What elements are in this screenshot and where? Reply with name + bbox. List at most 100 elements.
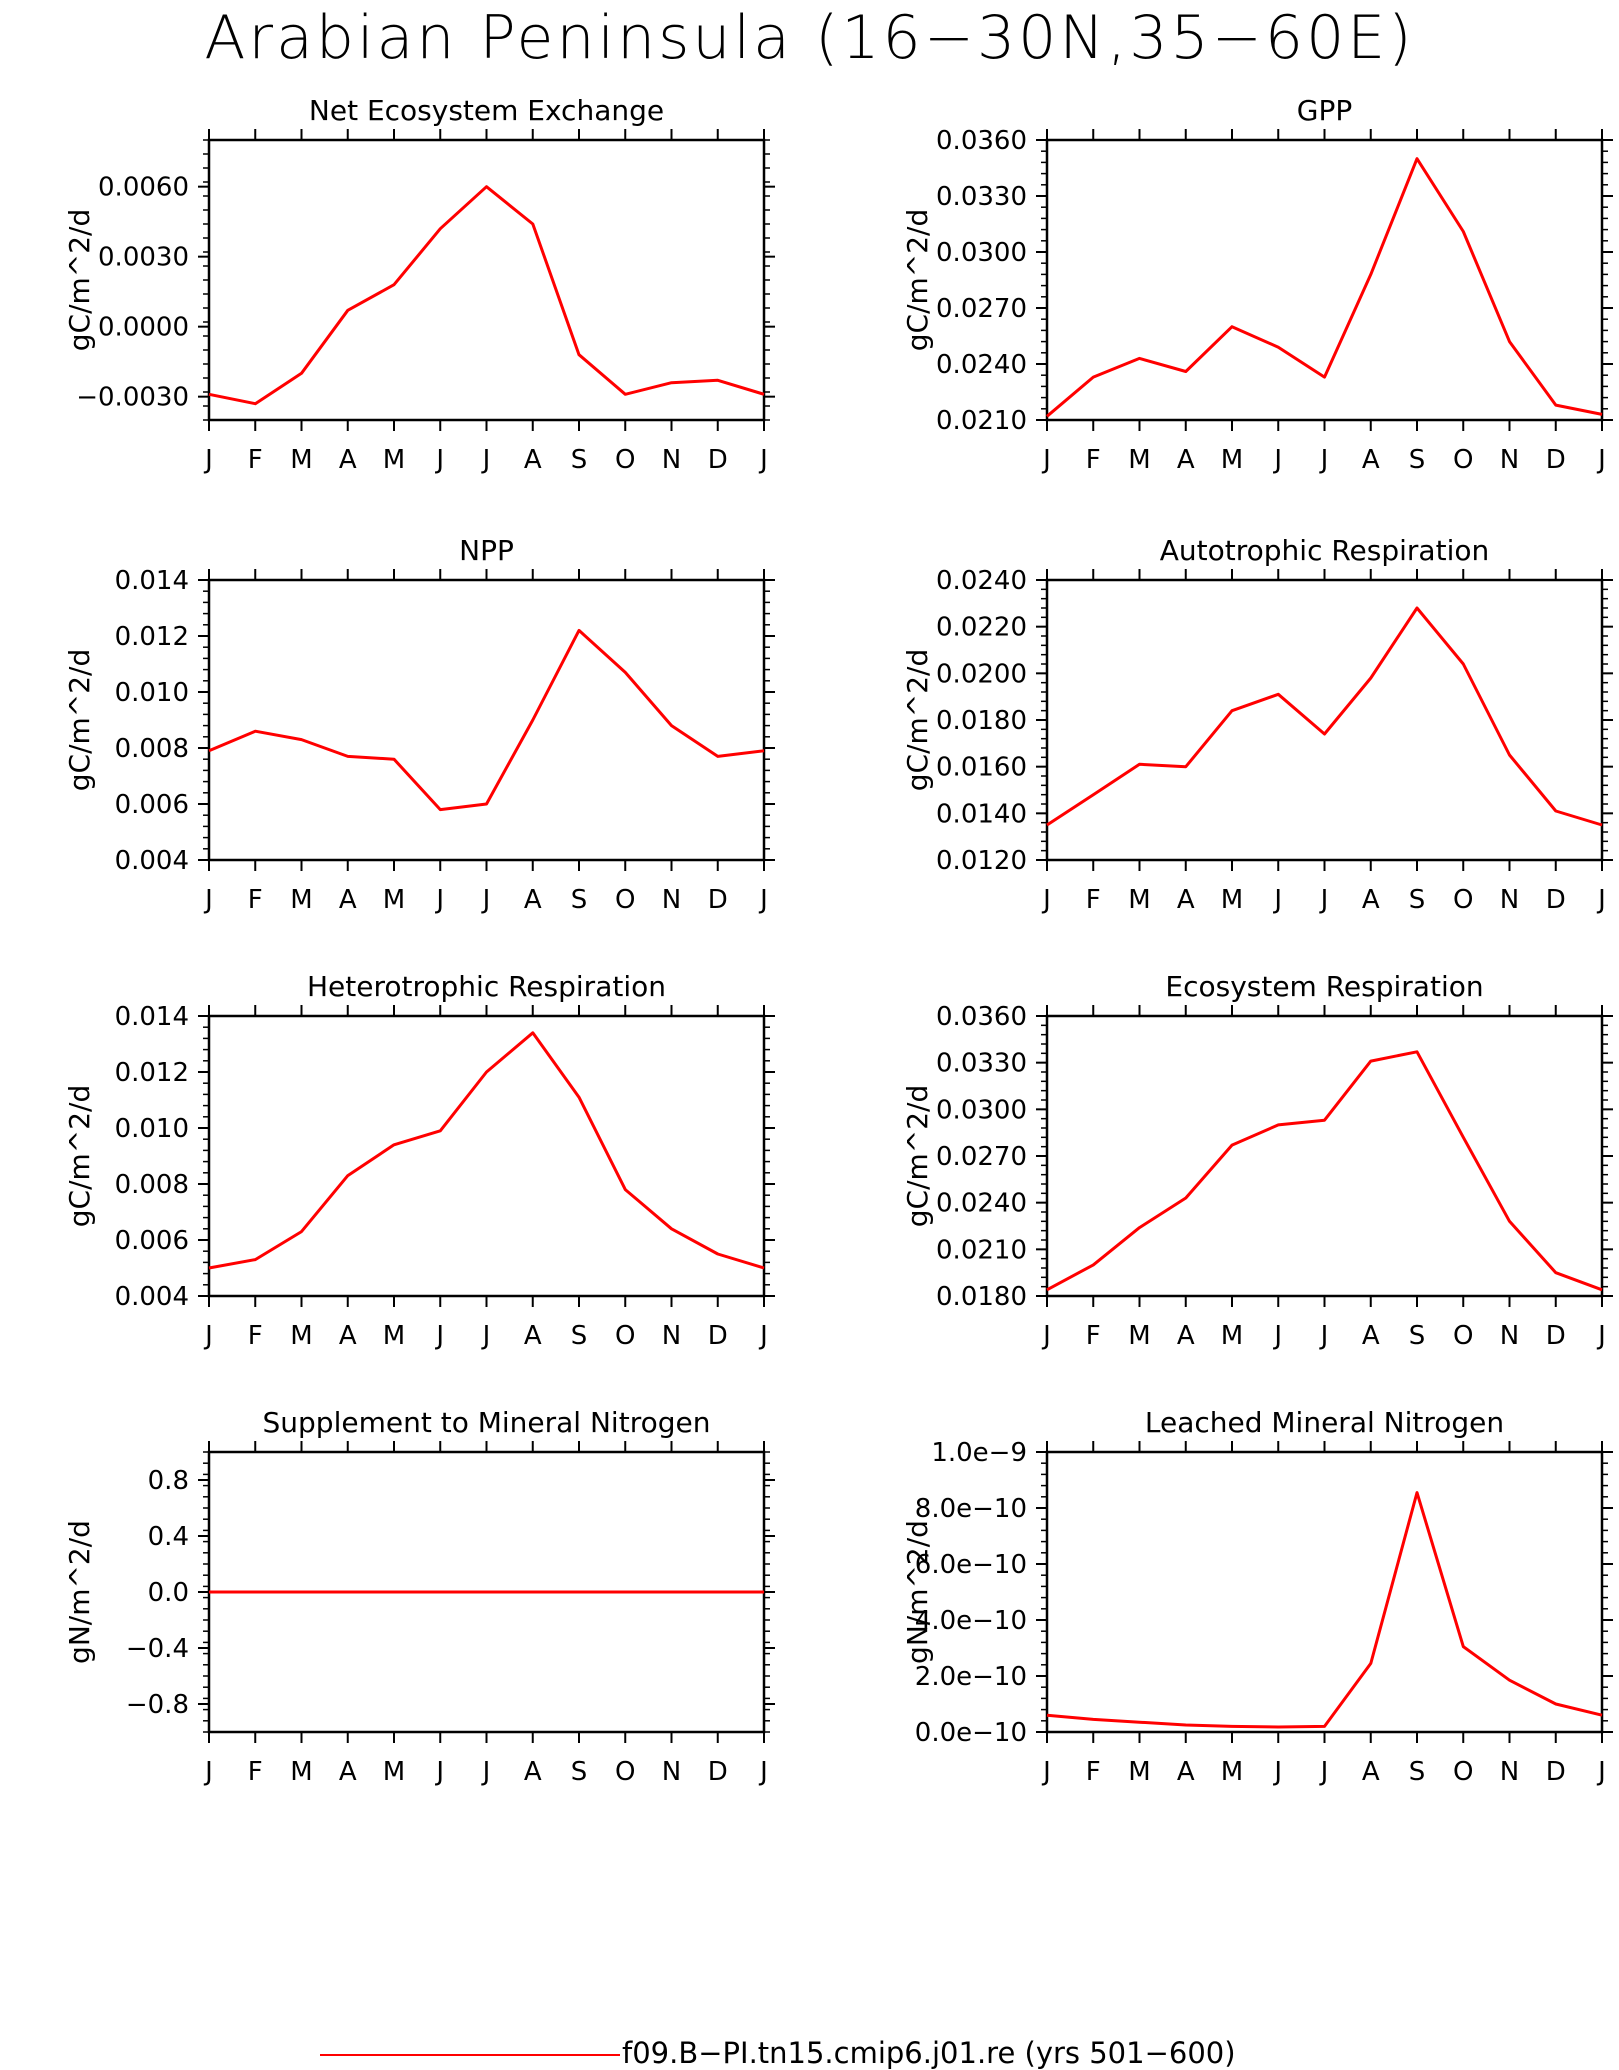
x-tick-label: M xyxy=(1221,1757,1243,1787)
x-tick-label: F xyxy=(1086,1757,1101,1787)
x-tick-label: D xyxy=(708,445,728,475)
plot-frame xyxy=(207,578,766,862)
x-tick-label: J xyxy=(203,1757,213,1787)
y-tick-label: 8.0e−10 xyxy=(915,1494,1027,1524)
x-tick-label: S xyxy=(571,885,588,915)
x-tick-label: J xyxy=(1596,445,1606,475)
panel-title: NPP xyxy=(459,534,514,567)
x-tick-label: S xyxy=(571,1757,588,1787)
x-tick-label: J xyxy=(1319,1757,1329,1787)
x-tick-label: J xyxy=(1041,1321,1051,1351)
chart-panel-4: J F M A M J J A S O N D J0.01200.01400.01600.01800.0… xyxy=(901,534,1613,915)
x-tick-label: J xyxy=(758,445,768,475)
x-tick-label: A xyxy=(1177,445,1195,475)
y-tick-label: 0.0140 xyxy=(936,799,1027,829)
x-tick-label: A xyxy=(524,1321,542,1351)
x-tick-label: N xyxy=(662,885,681,915)
x-tick-label: F xyxy=(1086,445,1101,475)
x-tick-label: D xyxy=(1546,1757,1566,1787)
chart-panel-1: J F M A M J J A S O N D J−0.00300.00000.00300.0060Ne… xyxy=(63,94,775,475)
y-tick-label: 0.012 xyxy=(115,1058,189,1088)
x-tick-label: J xyxy=(758,1757,768,1787)
x-tick-label: S xyxy=(1409,1757,1426,1787)
x-tick-label: N xyxy=(662,445,681,475)
x-tick-label: J xyxy=(434,885,444,915)
plot-frame xyxy=(207,1014,766,1298)
x-tick-label: J xyxy=(481,885,491,915)
x-tick-label: S xyxy=(571,1321,588,1351)
x-tick-label: O xyxy=(1453,885,1473,915)
x-tick-label: A xyxy=(524,885,542,915)
y-tick-label: 0.0210 xyxy=(936,406,1027,436)
x-tick-label: O xyxy=(615,1757,635,1787)
x-tick-label: J xyxy=(1596,1757,1606,1787)
x-tick-label: F xyxy=(248,885,263,915)
x-tick-label: F xyxy=(1086,1321,1101,1351)
y-tick-label: 0.0160 xyxy=(936,753,1027,783)
series-line xyxy=(1046,157,1603,418)
y-tick-label: 0.0330 xyxy=(936,1049,1027,1079)
x-tick-label: M xyxy=(1128,885,1150,915)
x-tick-label: M xyxy=(1128,445,1150,475)
y-tick-label: 0.0300 xyxy=(936,238,1027,268)
x-tick-label: M xyxy=(1221,445,1243,475)
x-tick-label: M xyxy=(290,445,312,475)
y-axis-label: gC/m^2/d xyxy=(901,1085,934,1228)
x-tick-label: M xyxy=(290,1321,312,1351)
x-tick-label: J xyxy=(758,1321,768,1351)
y-tick-label: 0.014 xyxy=(115,566,189,596)
panel-title: Autotrophic Respiration xyxy=(1160,534,1489,567)
x-tick-label: F xyxy=(1086,885,1101,915)
y-tick-label: 0.0300 xyxy=(936,1095,1027,1125)
y-tick-label: 0.0e−10 xyxy=(915,1718,1027,1748)
y-tick-label: 0.0200 xyxy=(936,659,1027,689)
x-tick-label: O xyxy=(615,885,635,915)
x-tick-label: J xyxy=(758,885,768,915)
x-tick-label: N xyxy=(1500,1321,1519,1351)
y-tick-label: 0.0270 xyxy=(936,1142,1027,1172)
y-axis-label: gC/m^2/d xyxy=(63,209,96,352)
x-tick-label: M xyxy=(290,885,312,915)
x-tick-label: A xyxy=(1177,1757,1195,1787)
y-tick-label: 0.0330 xyxy=(936,182,1027,212)
y-axis-label: gC/m^2/d xyxy=(63,1085,96,1228)
y-tick-label: 0.0180 xyxy=(936,706,1027,736)
y-tick-label: −0.0030 xyxy=(76,383,189,413)
y-tick-label: 0.0000 xyxy=(98,313,189,343)
x-tick-label: J xyxy=(434,1757,444,1787)
panel-title: Net Ecosystem Exchange xyxy=(309,94,664,127)
x-tick-label: J xyxy=(1596,1321,1606,1351)
x-tick-label: N xyxy=(662,1321,681,1351)
x-tick-label: J xyxy=(1596,885,1606,915)
y-tick-label: 2.0e−10 xyxy=(915,1662,1027,1692)
y-axis-label: gC/m^2/d xyxy=(901,649,934,792)
panel-title: Leached Mineral Nitrogen xyxy=(1145,1406,1504,1439)
series-line xyxy=(208,185,765,406)
x-tick-label: J xyxy=(203,885,213,915)
x-tick-label: F xyxy=(248,1757,263,1787)
y-tick-label: 0.006 xyxy=(115,1226,189,1256)
x-tick-label: A xyxy=(1362,1757,1380,1787)
y-tick-label: 0.012 xyxy=(115,622,189,652)
chart-panel-7: J F M A M J J A S O N D J−0.8−0.40.00.40.8Supplement… xyxy=(63,1406,775,1787)
x-tick-label: D xyxy=(1546,1321,1566,1351)
x-tick-label: M xyxy=(290,1757,312,1787)
chart-panel-2: J F M A M J J A S O N D J0.02100.02400.02700.03000.0… xyxy=(901,94,1613,475)
x-tick-label: O xyxy=(1453,1757,1473,1787)
y-tick-label: 0.0210 xyxy=(936,1235,1027,1265)
panel-title: GPP xyxy=(1297,94,1352,127)
x-tick-label: J xyxy=(481,445,491,475)
y-tick-label: 0.010 xyxy=(115,1114,189,1144)
y-tick-label: −0.4 xyxy=(126,1634,189,1664)
plot-frame xyxy=(1045,1014,1604,1298)
y-tick-label: 4.0e−10 xyxy=(915,1606,1027,1636)
legend-label: f09.B−PI.tn15.cmip6.j01.re (yrs 501−600) xyxy=(622,2036,1236,2070)
x-tick-label: M xyxy=(1221,1321,1243,1351)
x-tick-label: J xyxy=(481,1321,491,1351)
y-axis-label: gC/m^2/d xyxy=(63,649,96,792)
x-tick-label: A xyxy=(1362,1321,1380,1351)
x-tick-label: J xyxy=(1319,1321,1329,1351)
x-tick-label: D xyxy=(1546,445,1566,475)
x-tick-label: M xyxy=(1221,885,1243,915)
y-tick-label: 0.8 xyxy=(148,1466,189,1496)
